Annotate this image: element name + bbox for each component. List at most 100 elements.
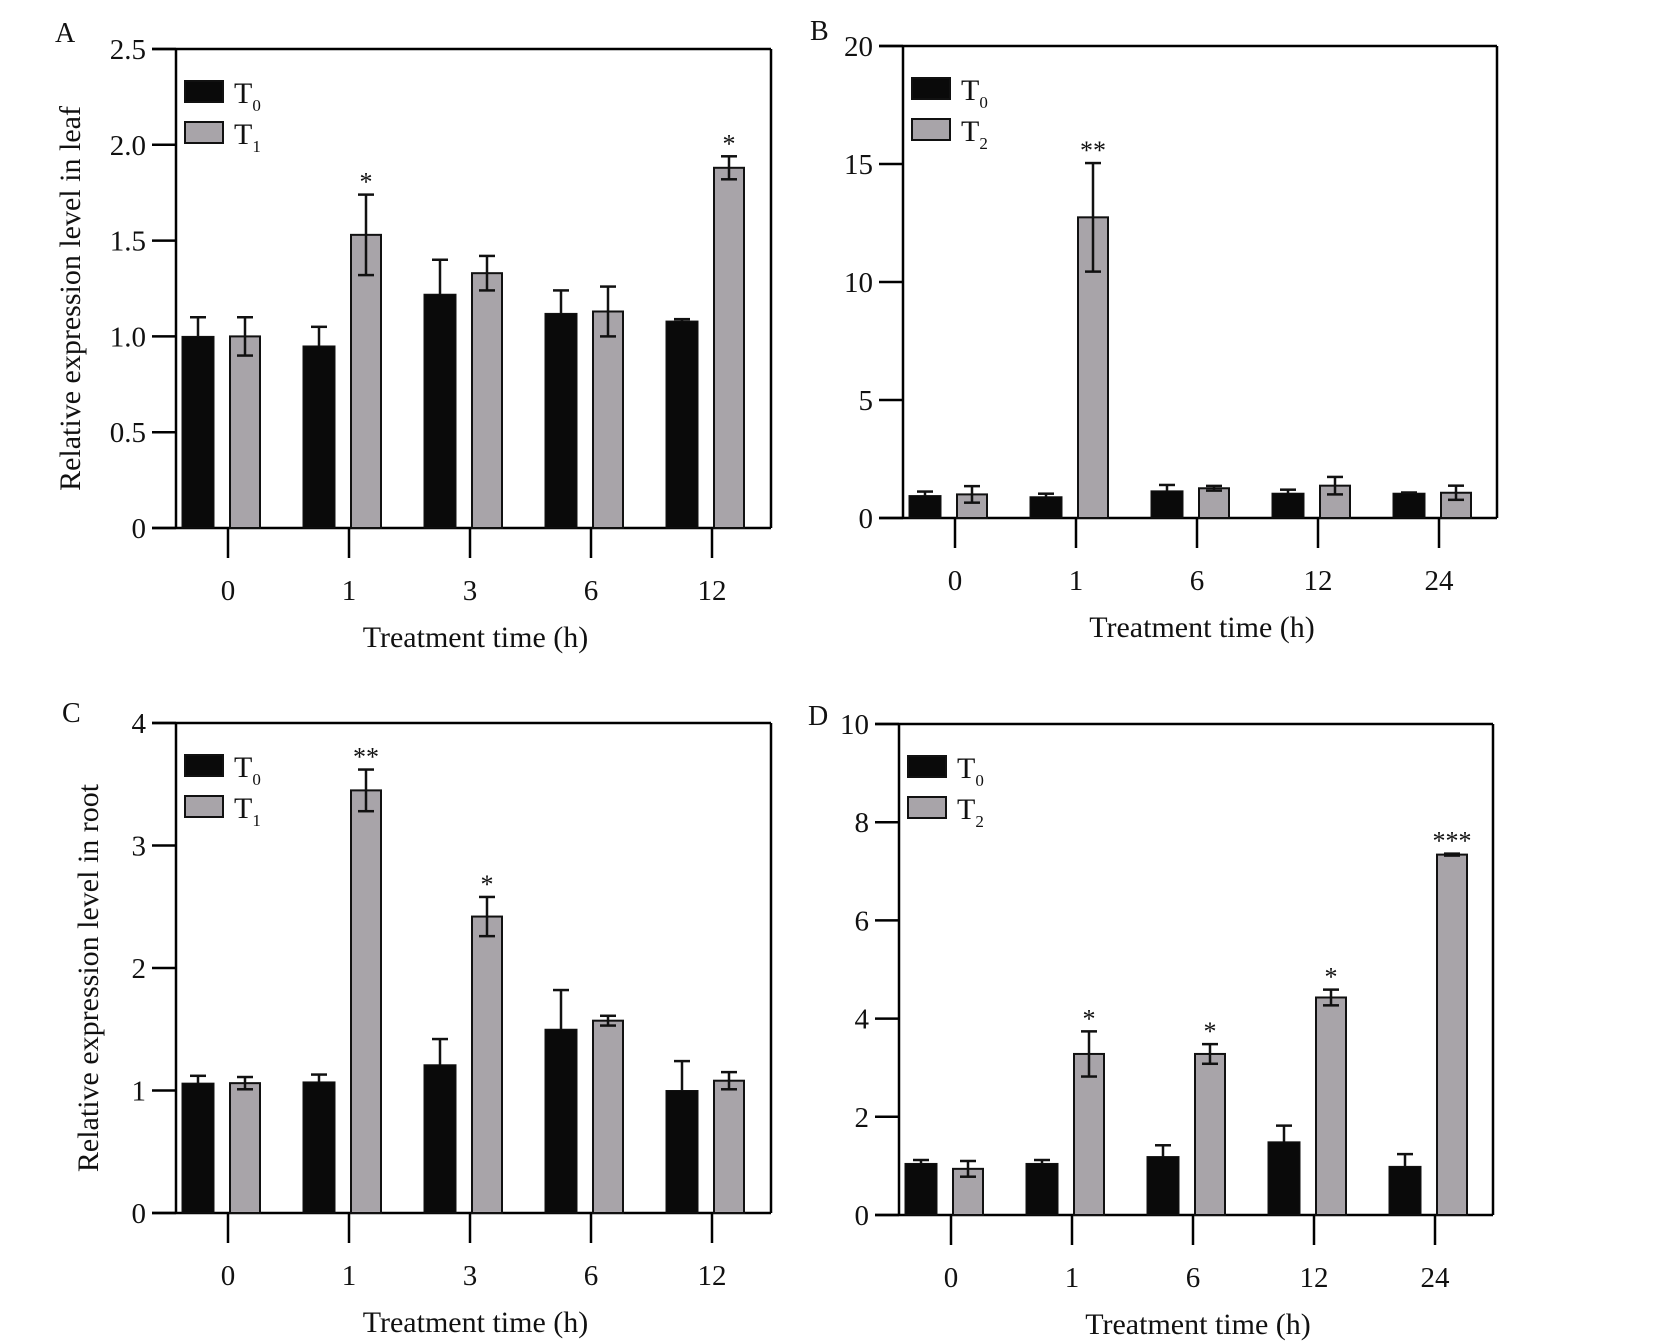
significance-marker: *: [481, 870, 494, 899]
significance-marker: *: [1083, 1004, 1096, 1033]
y-tick-label: 0: [132, 1198, 147, 1230]
significance-marker: *: [1325, 963, 1338, 992]
bar-t0-0h: [181, 335, 215, 529]
y-tick-label: 2: [855, 1102, 870, 1134]
bar-t2-12h: [1319, 484, 1351, 519]
legend-label: T1: [234, 792, 261, 830]
bar-t0-0h: [908, 495, 942, 519]
y-tick-label: 4: [855, 1004, 870, 1036]
x-tick-label: 12: [698, 1260, 727, 1292]
legend-label: T2: [961, 115, 988, 153]
x-tick-label: 1: [1069, 565, 1084, 597]
bar-t0-1h: [302, 345, 336, 529]
y-tick-label: 2.5: [110, 34, 146, 66]
significance-marker: **: [1080, 136, 1106, 165]
bar-t0-24h: [1392, 492, 1426, 519]
x-tick-label: 12: [1304, 565, 1333, 597]
bar-t0-12h: [1271, 492, 1305, 519]
x-tick-label: 6: [1186, 1262, 1201, 1294]
bar-t0-12h: [1267, 1141, 1301, 1216]
bar-t2-1h: [1073, 1052, 1105, 1217]
bar-t1-12h: [713, 166, 745, 530]
x-tick-label: 0: [944, 1262, 959, 1294]
bar-t2-24h: [1440, 491, 1472, 519]
bar-t2-6h: [1198, 487, 1230, 520]
x-tick-label: 0: [221, 1260, 236, 1292]
x-axis-title: Treatment time (h): [1089, 611, 1315, 644]
y-tick-label: 2: [132, 953, 147, 985]
y-tick-label: 0: [132, 513, 147, 545]
x-tick-label: 6: [584, 1260, 599, 1292]
panel-letter: B: [810, 16, 829, 47]
x-tick-label: 12: [698, 575, 727, 607]
y-tick-label: 8: [855, 807, 870, 839]
x-tick-label: 24: [1421, 1262, 1451, 1294]
y-tick-label: 0.5: [110, 417, 146, 449]
legend-swatch-t0: [184, 754, 224, 777]
x-axis-title: Treatment time (h): [363, 1306, 589, 1339]
bar-t1-6h: [592, 1019, 624, 1214]
significance-marker: *: [360, 168, 373, 197]
legend-label: T0: [961, 74, 988, 112]
legend-label: T2: [957, 793, 984, 831]
y-tick-label: 10: [844, 267, 873, 299]
legend-swatch-t0: [907, 755, 947, 778]
panel-a: A 0 0.5 1.0 1.5 2.0 2.5 Relative expression lev…: [54, 18, 773, 654]
significance-marker: *: [723, 129, 736, 158]
bar-t0-6h: [544, 312, 578, 529]
legend-swatch-treated: [184, 121, 224, 144]
legend-label: T1: [234, 118, 261, 156]
y-tick-label: 10: [840, 709, 869, 741]
x-tick-label: 6: [584, 575, 599, 607]
legend-label: T0: [234, 751, 261, 789]
y-tick-label: 6: [855, 905, 870, 937]
y-tick-label: 4: [132, 708, 147, 740]
legend-swatch-treated: [907, 796, 947, 819]
bar-t0-24h: [1388, 1165, 1422, 1216]
x-tick-label: 12: [1300, 1262, 1329, 1294]
bar-t1-12h: [713, 1079, 745, 1214]
bar-t1-1h: [350, 789, 382, 1214]
x-tick-label: 1: [1065, 1262, 1080, 1294]
y-tick-label: 1.5: [110, 226, 146, 258]
panel-letter: D: [808, 701, 828, 732]
bar-t0-3h: [423, 1064, 457, 1214]
bar-t1-0h: [229, 1082, 261, 1215]
legend-swatch-t0: [184, 80, 224, 103]
bar-t0-0h: [181, 1082, 215, 1214]
legend-swatch-t0: [911, 77, 951, 100]
x-tick-label: 3: [463, 575, 478, 607]
x-tick-label: 3: [463, 1260, 478, 1292]
legend-swatch-treated: [184, 795, 224, 818]
y-tick-label: 1: [132, 1076, 147, 1108]
bar-t1-3h: [471, 272, 503, 529]
bar-t0-1h: [1025, 1162, 1059, 1216]
legend-label: T0: [234, 77, 261, 115]
panel-letter: A: [55, 18, 76, 49]
legend-swatch-treated: [911, 118, 951, 141]
y-tick-label: 2.0: [110, 130, 146, 162]
bar-t1-6h: [592, 310, 624, 529]
x-axis-title: Treatment time (h): [1085, 1308, 1311, 1341]
x-tick-label: 0: [221, 575, 236, 607]
bar-t0-1h: [1029, 496, 1063, 519]
legend-label: T0: [957, 752, 984, 790]
significance-marker: *: [1204, 1017, 1217, 1046]
significance-marker: **: [353, 743, 379, 772]
y-tick-label: 15: [844, 149, 873, 181]
y-tick-label: 0: [855, 1200, 870, 1232]
x-axis-title: Treatment time (h): [363, 621, 589, 654]
significance-marker: ***: [1433, 827, 1472, 856]
y-tick-label: 5: [859, 385, 874, 417]
bar-t2-6h: [1194, 1052, 1226, 1217]
bar-t0-6h: [1146, 1156, 1180, 1216]
bar-t0-6h: [1150, 490, 1184, 519]
y-axis-title: Relative expression level in leaf: [54, 106, 87, 491]
bar-t0-3h: [423, 293, 457, 529]
y-tick-label: 0: [859, 503, 874, 535]
